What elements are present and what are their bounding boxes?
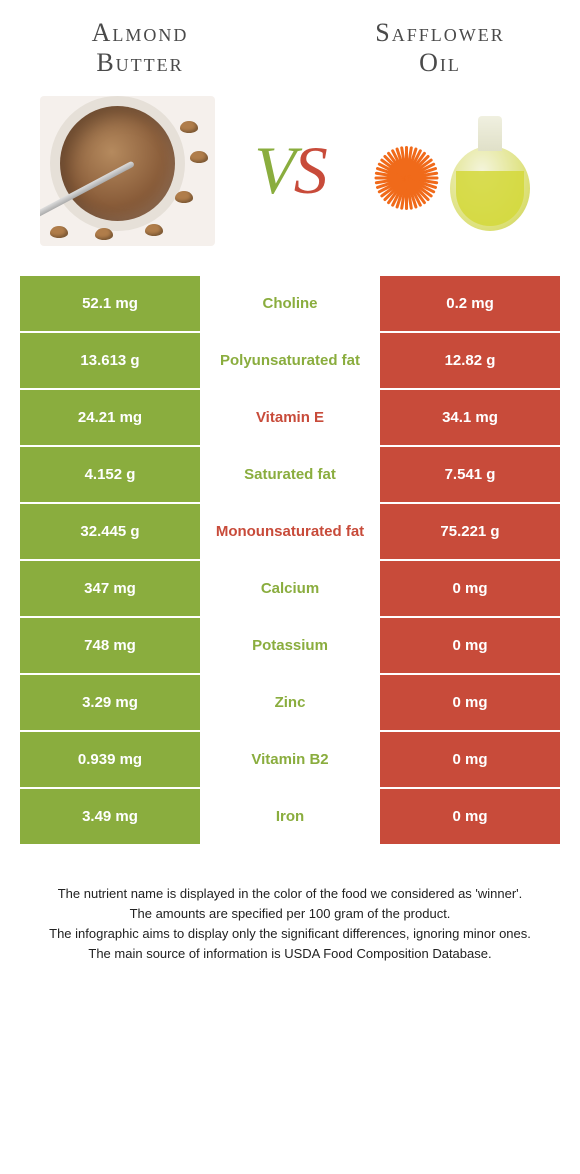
left-value: 347 mg — [20, 561, 200, 616]
nutrient-name: Polyunsaturated fat — [200, 333, 380, 388]
vs-s: S — [294, 132, 326, 208]
right-value: 75.221 g — [380, 504, 560, 559]
footer-line-1: The nutrient name is displayed in the co… — [40, 884, 540, 904]
nutrient-name: Potassium — [200, 618, 380, 673]
table-row: 0.939 mgVitamin B20 mg — [20, 732, 560, 787]
left-title-line2: Butter — [96, 48, 183, 77]
left-value: 52.1 mg — [20, 276, 200, 331]
table-row: 32.445 gMonounsaturated fat75.221 g — [20, 504, 560, 559]
nutrient-name: Vitamin E — [200, 390, 380, 445]
left-value: 13.613 g — [20, 333, 200, 388]
table-row: 4.152 gSaturated fat7.541 g — [20, 447, 560, 502]
footer-notes: The nutrient name is displayed in the co… — [40, 884, 540, 965]
nutrient-name: Iron — [200, 789, 380, 844]
right-value: 0 mg — [380, 561, 560, 616]
left-value: 24.21 mg — [20, 390, 200, 445]
safflower-icon — [370, 141, 440, 211]
comparison-table: 52.1 mgCholine0.2 mg13.613 gPolyunsatura… — [20, 276, 560, 844]
right-food-title: Safflower Oil — [340, 18, 540, 78]
left-title-line1: Almond — [92, 18, 189, 47]
nutrient-name: Choline — [200, 276, 380, 331]
right-value: 34.1 mg — [380, 390, 560, 445]
left-food-title: Almond Butter — [40, 18, 240, 78]
left-value: 3.29 mg — [20, 675, 200, 730]
almond-butter-image — [40, 96, 215, 246]
vs-label: VS — [254, 131, 326, 210]
right-value: 7.541 g — [380, 447, 560, 502]
right-value: 0 mg — [380, 732, 560, 787]
nutrient-name: Monounsaturated fat — [200, 504, 380, 559]
safflower-oil-image — [365, 96, 540, 246]
nutrient-name: Zinc — [200, 675, 380, 730]
nutrient-name: Calcium — [200, 561, 380, 616]
nutrient-name: Saturated fat — [200, 447, 380, 502]
right-value: 12.82 g — [380, 333, 560, 388]
table-row: 24.21 mgVitamin E34.1 mg — [20, 390, 560, 445]
left-value: 32.445 g — [20, 504, 200, 559]
table-row: 3.29 mgZinc0 mg — [20, 675, 560, 730]
right-value: 0 mg — [380, 789, 560, 844]
right-value: 0 mg — [380, 618, 560, 673]
images-row: VS — [0, 78, 580, 276]
header: Almond Butter Safflower Oil — [0, 0, 580, 78]
right-value: 0 mg — [380, 675, 560, 730]
footer-line-4: The main source of information is USDA F… — [40, 944, 540, 964]
vs-v: V — [254, 132, 294, 208]
right-title-line1: Safflower — [375, 18, 504, 47]
left-value: 4.152 g — [20, 447, 200, 502]
left-value: 748 mg — [20, 618, 200, 673]
table-row: 52.1 mgCholine0.2 mg — [20, 276, 560, 331]
right-value: 0.2 mg — [380, 276, 560, 331]
footer-line-3: The infographic aims to display only the… — [40, 924, 540, 944]
left-value: 0.939 mg — [20, 732, 200, 787]
table-row: 13.613 gPolyunsaturated fat12.82 g — [20, 333, 560, 388]
table-row: 347 mgCalcium0 mg — [20, 561, 560, 616]
footer-line-2: The amounts are specified per 100 gram o… — [40, 904, 540, 924]
right-title-line2: Oil — [419, 48, 461, 77]
table-row: 748 mgPotassium0 mg — [20, 618, 560, 673]
left-value: 3.49 mg — [20, 789, 200, 844]
table-row: 3.49 mgIron0 mg — [20, 789, 560, 844]
nutrient-name: Vitamin B2 — [200, 732, 380, 787]
